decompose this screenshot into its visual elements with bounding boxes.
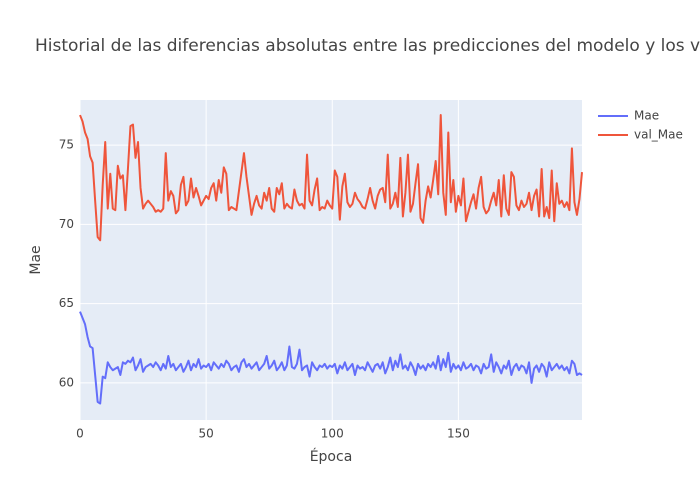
y-tick-label: 60 xyxy=(59,375,74,389)
x-axis-title: Época xyxy=(310,448,353,465)
series-line xyxy=(79,311,583,405)
y-tick-label: 70 xyxy=(59,217,74,231)
y-tick-label: 75 xyxy=(59,138,74,152)
legend-label: Mae xyxy=(634,109,659,123)
x-tick-label: 100 xyxy=(321,427,344,441)
x-tick-label: 50 xyxy=(198,427,213,441)
y-tick-label: 65 xyxy=(59,296,74,310)
x-tick-label: 0 xyxy=(76,427,84,441)
y-axis-title: Mae xyxy=(28,245,44,274)
legend-label: val_Mae xyxy=(634,128,683,142)
x-tick-label: 150 xyxy=(447,427,470,441)
chart-title: Historial de las diferencias absolutas e… xyxy=(35,36,700,56)
plot-area xyxy=(80,100,582,420)
series-line xyxy=(79,114,583,242)
